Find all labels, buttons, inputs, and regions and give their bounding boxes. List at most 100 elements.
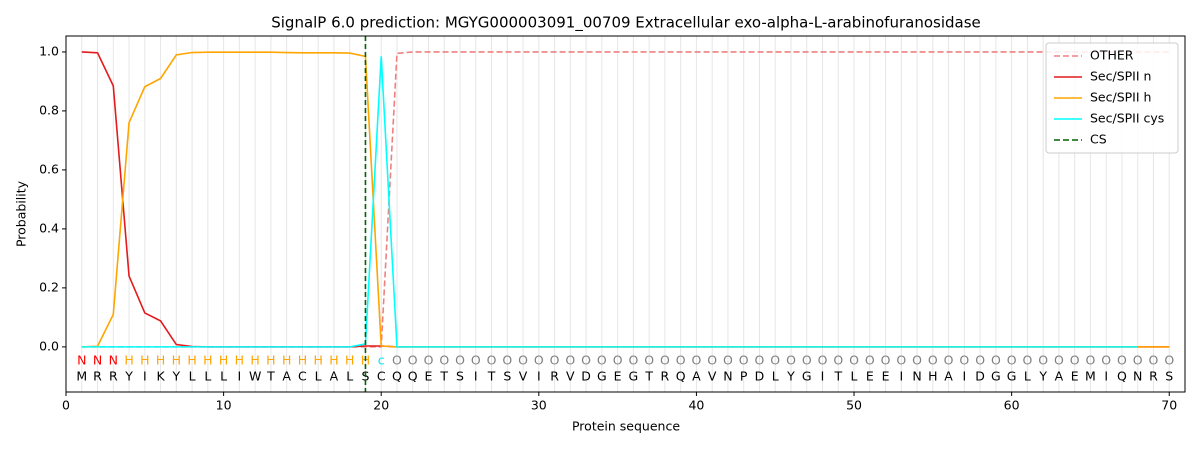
- series-line: [81, 51, 1170, 348]
- residue: A: [282, 369, 291, 384]
- residue: G: [991, 369, 1001, 384]
- residue: S: [503, 369, 511, 384]
- residue: M: [76, 369, 87, 384]
- residue: T: [487, 369, 496, 384]
- x-tick-label: 50: [846, 398, 862, 413]
- residue-label: H: [266, 353, 275, 368]
- residue-label: O: [1149, 353, 1159, 368]
- residue: Y: [1038, 369, 1047, 384]
- residue: L: [220, 369, 227, 384]
- legend-label: CS: [1090, 132, 1107, 147]
- residue-label: H: [156, 353, 165, 368]
- residue: L: [204, 369, 211, 384]
- residue: D: [581, 369, 591, 384]
- residue: S: [456, 369, 464, 384]
- series-line: [81, 51, 1170, 348]
- residue-label: O: [613, 353, 623, 368]
- residue-label: O: [928, 353, 938, 368]
- residue: K: [156, 369, 165, 384]
- residue-label: N: [109, 353, 118, 368]
- residue-label: O: [692, 353, 702, 368]
- residue: L: [189, 369, 196, 384]
- residue: Y: [172, 369, 181, 384]
- y-tick-label: 0.2: [39, 279, 59, 294]
- residue: C: [377, 369, 386, 384]
- residue-label: O: [1117, 353, 1127, 368]
- residue-label: O: [739, 353, 749, 368]
- residue: E: [1071, 369, 1079, 384]
- series-line: [81, 56, 1138, 348]
- residue-label: H: [345, 353, 354, 368]
- residue-label: H: [235, 353, 244, 368]
- chart-title: SignalP 6.0 prediction: MGYG000003091_00…: [271, 14, 981, 33]
- residue: Q: [676, 369, 686, 384]
- residue: G: [629, 369, 639, 384]
- y-tick-label: 0.8: [39, 102, 59, 117]
- residue: M: [1085, 369, 1096, 384]
- residue: R: [1149, 369, 1158, 384]
- x-tick-label: 60: [1004, 398, 1020, 413]
- residue-label: O: [660, 353, 670, 368]
- residue-label: O: [1054, 353, 1064, 368]
- residue: N: [912, 369, 921, 384]
- residue-label: O: [991, 353, 1001, 368]
- residue: Q: [392, 369, 402, 384]
- residue: L: [851, 369, 858, 384]
- residue-label: O: [975, 353, 985, 368]
- residue-label: H: [203, 353, 212, 368]
- residue-label: O: [849, 353, 859, 368]
- residue: V: [708, 369, 717, 384]
- residue: R: [93, 369, 102, 384]
- residue: I: [537, 369, 541, 384]
- residue-label: O: [723, 353, 733, 368]
- residue: E: [614, 369, 622, 384]
- y-tick-label: 0.0: [39, 338, 59, 353]
- residue: Q: [1117, 369, 1127, 384]
- residue: E: [882, 369, 890, 384]
- legend-label: Sec/SPII n: [1090, 69, 1151, 84]
- residue: I: [1104, 369, 1108, 384]
- legend-box: [1045, 42, 1179, 154]
- residue: G: [597, 369, 607, 384]
- residue-label: O: [1038, 353, 1048, 368]
- residue-label: O: [833, 353, 843, 368]
- residue-label: O: [408, 353, 418, 368]
- residue-label: O: [786, 353, 796, 368]
- residue: L: [772, 369, 779, 384]
- legend-label: OTHER: [1090, 48, 1134, 63]
- residue: C: [298, 369, 307, 384]
- residue-label: H: [250, 353, 259, 368]
- residue-label: O: [865, 353, 875, 368]
- residue-label: O: [802, 353, 812, 368]
- residue: E: [866, 369, 874, 384]
- residue-label: O: [424, 353, 434, 368]
- x-tick-label: 20: [373, 398, 389, 413]
- residue-label: O: [644, 353, 654, 368]
- residue-label: O: [581, 353, 591, 368]
- residue-label: O: [881, 353, 891, 368]
- residue: V: [566, 369, 575, 384]
- residue-label: O: [1022, 353, 1032, 368]
- residue: V: [519, 369, 528, 384]
- residue-label: O: [628, 353, 638, 368]
- residue-label: H: [329, 353, 338, 368]
- x-tick-label: 70: [1161, 398, 1177, 413]
- residue: D: [755, 369, 765, 384]
- residue-label: O: [770, 353, 780, 368]
- residue-label: O: [471, 353, 481, 368]
- residue-label: H: [219, 353, 228, 368]
- residue-label: N: [93, 353, 102, 368]
- residue: H: [928, 369, 937, 384]
- residue: Y: [786, 369, 795, 384]
- residue: R: [550, 369, 559, 384]
- x-tick-label: 10: [216, 398, 232, 413]
- legend-label: Sec/SPII cys: [1090, 111, 1164, 126]
- residue: I: [474, 369, 478, 384]
- residue: T: [266, 369, 275, 384]
- residue: A: [330, 369, 339, 384]
- residue-label: O: [439, 353, 449, 368]
- residue-label: O: [818, 353, 828, 368]
- residue: A: [692, 369, 701, 384]
- residue: T: [833, 369, 842, 384]
